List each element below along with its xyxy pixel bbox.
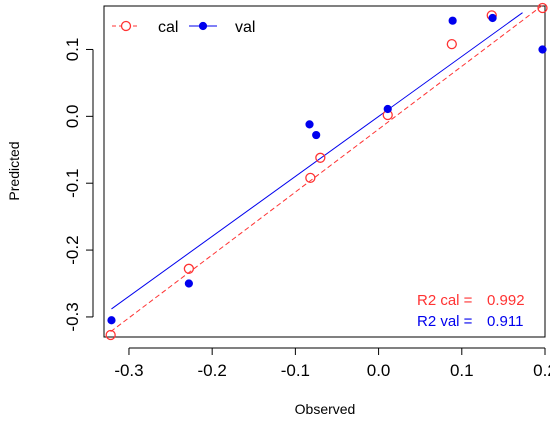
legend: cal val — [112, 19, 255, 36]
y-tick-label: -0.1 — [63, 169, 82, 198]
y-tick-label: 0.0 — [63, 105, 82, 129]
point-val — [383, 104, 392, 114]
point-val — [312, 130, 321, 140]
fit-line-cal — [110, 4, 543, 333]
point-cal — [537, 2, 548, 14]
point-val — [107, 316, 116, 325]
r2-val-label: R2 val = — [417, 313, 473, 330]
x-tick-label: -0.1 — [281, 361, 310, 380]
point-val — [538, 45, 547, 54]
x-tick-label: 0.0 — [367, 361, 391, 380]
y-axis: -0.3 -0.2 -0.1 0.0 0.1 — [63, 38, 94, 332]
legend-val-marker — [198, 21, 208, 31]
legend-cal-marker — [120, 20, 132, 32]
r2-annotations: R2 cal = 0.992 R2 val = 0.911 — [417, 292, 525, 330]
x-tick-label: -0.2 — [198, 361, 227, 380]
y-axis-label: Predicted — [6, 141, 22, 200]
point-cal — [446, 38, 457, 50]
y-tick-label: -0.2 — [63, 235, 82, 264]
r2-cal-value: 0.992 — [487, 292, 525, 309]
point-cal — [315, 152, 326, 163]
plot-frame — [103, 5, 546, 338]
point-val — [184, 279, 193, 288]
point-val — [488, 13, 497, 23]
x-tick-label: 0.2 — [533, 361, 550, 380]
y-tick-label: -0.3 — [63, 302, 82, 331]
legend-val-label: val — [235, 19, 255, 36]
point-val — [448, 16, 457, 25]
r2-cal-label: R2 cal = — [417, 292, 473, 309]
x-axis-label: Observed — [295, 401, 356, 417]
point-cal — [105, 329, 116, 341]
data-points — [105, 2, 548, 341]
y-tick-label: 0.1 — [63, 38, 82, 62]
x-tick-label: -0.3 — [114, 361, 143, 380]
x-tick-label: 0.1 — [450, 361, 474, 380]
point-val — [305, 120, 314, 129]
r2-val-value: 0.911 — [487, 313, 523, 330]
point-cal — [183, 263, 195, 274]
point-cal — [305, 172, 316, 184]
x-axis: -0.3 -0.2 -0.1 0.0 0.1 0.2 — [114, 347, 550, 380]
legend-cal-label: cal — [158, 19, 178, 36]
